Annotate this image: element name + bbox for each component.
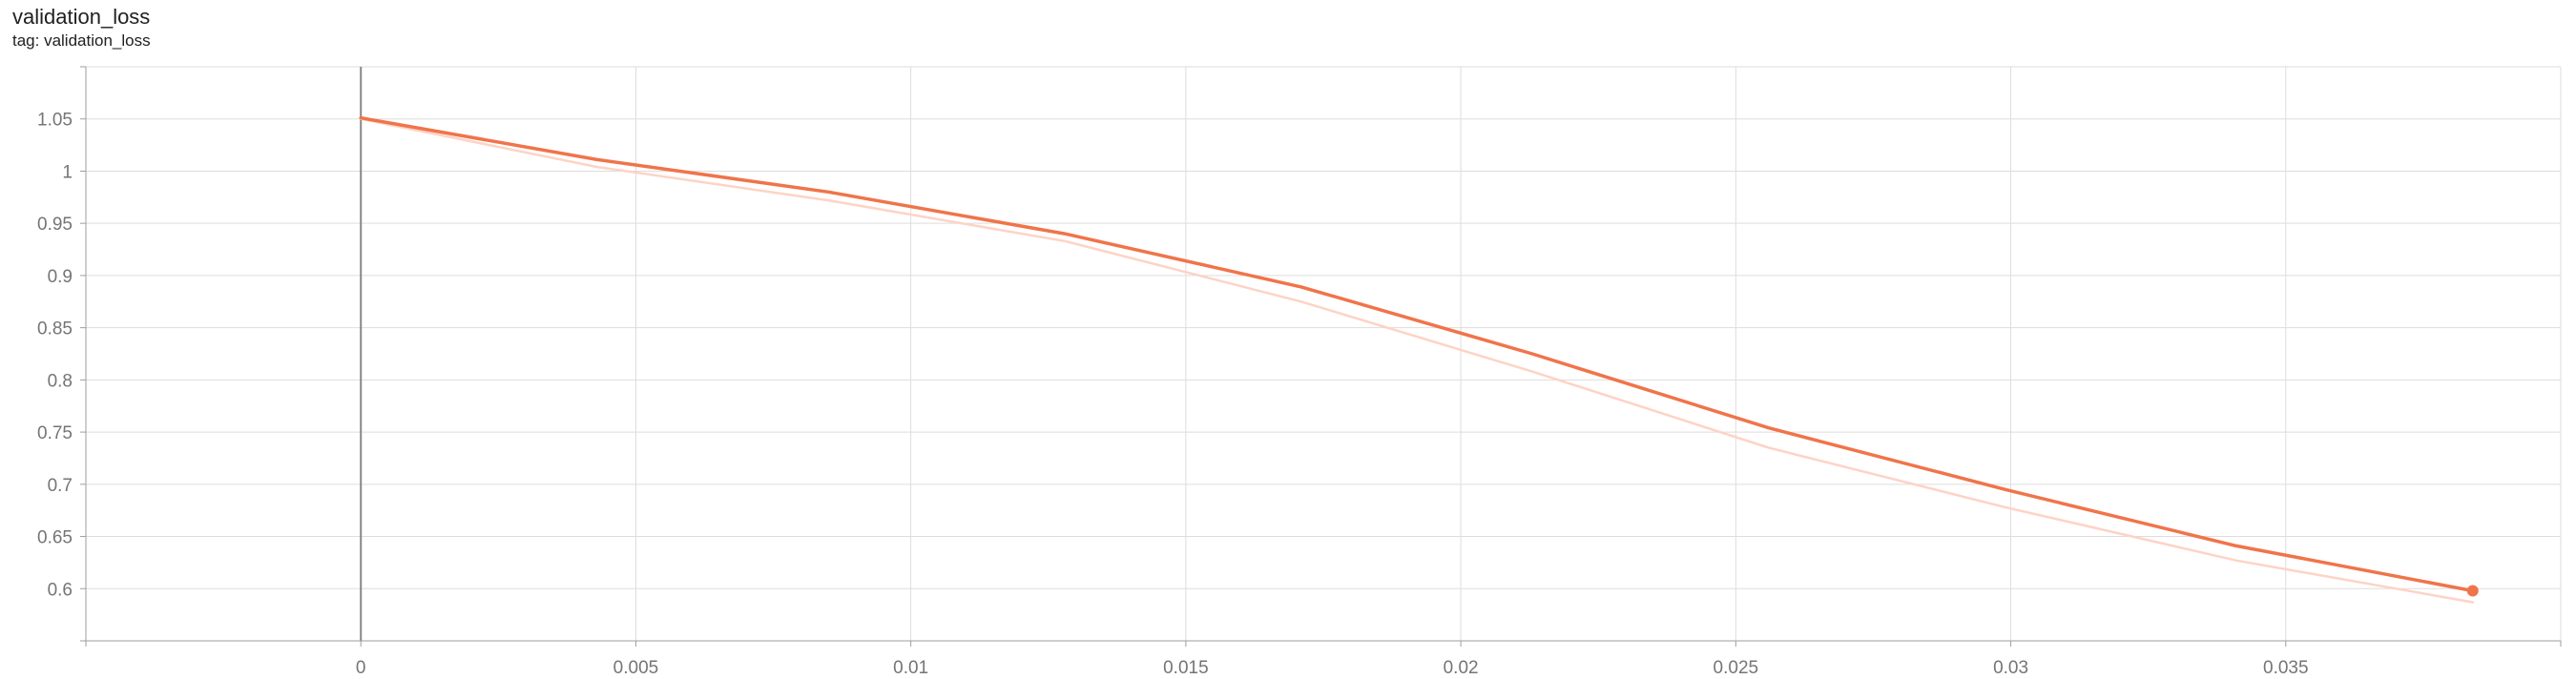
y-tick-label: 0.65 [37, 528, 73, 548]
smoothed-series-line [359, 115, 2475, 593]
x-tick-label: 0.035 [2263, 658, 2309, 678]
x-tick-label: 0 [356, 658, 366, 678]
y-tick-label: 0.7 [48, 476, 73, 496]
x-tick-label: 0.03 [1993, 658, 2028, 678]
y-tick-label: 0.8 [48, 371, 73, 391]
y-tick-label: 0.85 [37, 319, 73, 340]
y-tick-label: 0.6 [48, 580, 73, 600]
y-tick-label: 0.9 [48, 267, 73, 287]
x-tick-label: 0.01 [893, 658, 928, 678]
raw-series-line [359, 117, 2475, 604]
y-tick-label: 0.75 [37, 423, 73, 443]
card-header: validation_loss tag: validation_loss [12, 4, 151, 51]
y-tick-label: 1.05 [37, 111, 73, 131]
x-tick-label: 0.02 [1444, 658, 1479, 678]
series [359, 115, 2479, 604]
axes [80, 66, 2562, 647]
chart-tag: tag: validation_loss [12, 31, 151, 50]
chart-title: validation_loss [12, 5, 151, 29]
y-tick-labels: 0.6 0.65 0.7 0.75 0.8 0.85 0.9 0.95 1 1.05 [37, 111, 73, 601]
y-tick-label: 0.95 [37, 215, 73, 235]
x-tick-labels: 0 0.005 0.01 0.015 0.02 0.025 0.03 0.035 [356, 658, 2309, 678]
x-tick-label: 0.015 [1163, 658, 1209, 678]
x-tick-label: 0.005 [613, 658, 659, 678]
last-point-marker [2466, 585, 2479, 597]
grid [86, 66, 2562, 641]
x-tick-label: 0.025 [1714, 658, 1759, 678]
y-tick-label: 1 [62, 162, 73, 182]
